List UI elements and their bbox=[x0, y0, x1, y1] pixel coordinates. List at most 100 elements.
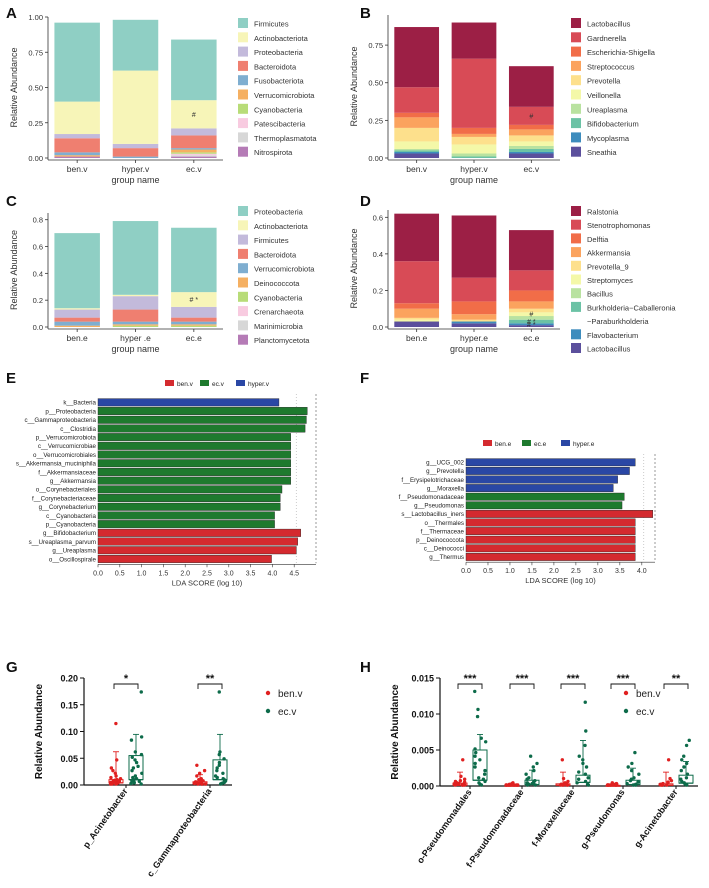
panel-letter-c: C bbox=[6, 193, 17, 210]
bar-segment-bacillus-ec-e bbox=[508, 316, 554, 320]
data-point-ec-v bbox=[575, 781, 579, 785]
bar-segment-actinobacteriota-ec-e bbox=[171, 292, 217, 307]
bar-segment-lactobacillus-ben-e bbox=[394, 321, 440, 327]
legend-label: Thermoplasmatota bbox=[254, 134, 317, 143]
data-point-ben-v bbox=[508, 783, 512, 787]
data-point-ec-v bbox=[476, 707, 480, 712]
bar-segment-proteobacteria-ec-e bbox=[171, 227, 217, 293]
data-point-ec-v bbox=[685, 772, 690, 776]
lda-bar-label: c__Verrucomicrobiae bbox=[38, 443, 97, 450]
legend-dot-ec-v bbox=[265, 708, 271, 714]
data-point-ec-v bbox=[581, 761, 585, 766]
data-point-ec-v bbox=[479, 736, 483, 740]
bar-segment-streptococcus-hyper-v bbox=[451, 133, 497, 137]
legend-swatch-patescibacteria bbox=[238, 118, 248, 129]
bar-segment-escherichia-shigella-ec-v bbox=[508, 124, 554, 130]
lda-bar-c-clostridia bbox=[97, 424, 306, 433]
x-tick-label: 1.0 bbox=[137, 570, 147, 577]
panel-letter-b: B bbox=[360, 5, 371, 22]
legend-swatch-mycoplasma bbox=[571, 132, 581, 143]
x-tick-label-ben-v: ben.v bbox=[406, 164, 428, 174]
data-point-ec-v bbox=[130, 779, 134, 783]
data-point-ben-v bbox=[504, 783, 509, 787]
y-tick-label: 0.00 bbox=[368, 154, 383, 163]
legend-label: Patescibacteria bbox=[254, 120, 306, 129]
legend-swatch-proteobacteria bbox=[238, 206, 248, 216]
y-tick-label: 0.05 bbox=[60, 754, 78, 764]
lda-bar-o-oscillospirale bbox=[97, 555, 272, 563]
lda-bar-f-thermaceae bbox=[465, 527, 636, 536]
x-tick-label: 2.5 bbox=[571, 568, 581, 575]
bar-segment-bifidobacterium-ec-v bbox=[508, 148, 554, 152]
bar-segment-bacteroidota-ben-v bbox=[54, 138, 100, 153]
data-point-ben-v bbox=[664, 783, 669, 787]
legend-swatch-crenarchaeota bbox=[238, 306, 248, 317]
lda-bar-s-ureaplasma-parvum bbox=[97, 537, 298, 546]
legend-swatch-ec-e bbox=[522, 440, 531, 446]
data-point-ec-v bbox=[129, 738, 134, 742]
data-point-ec-v bbox=[134, 760, 139, 765]
bar-segment-streptomyces-ec-e bbox=[508, 312, 554, 317]
lda-bar-label: s__Akkermansia_muciniphila bbox=[16, 461, 97, 468]
bar-segment-nitrospirota-ec-v bbox=[171, 156, 217, 158]
bar-segment-mycoplasma-ben-v bbox=[394, 151, 440, 154]
legend-swatch-ben-v bbox=[165, 380, 174, 386]
lda-bar-label: p__Cyanobacteria bbox=[46, 522, 97, 529]
legend-swatch-bacteroidota bbox=[238, 248, 248, 259]
legend-swatch-firmicutes bbox=[238, 234, 248, 245]
x-tick-label: 3.5 bbox=[246, 570, 256, 577]
x-tick-label: 2.0 bbox=[180, 570, 190, 577]
legend-label: Stenotrophomonas bbox=[587, 221, 651, 230]
legend-swatch-hyper-v bbox=[236, 380, 245, 386]
data-point-ec-v bbox=[139, 782, 143, 786]
x-category-label-o-pseudomonadales: o-Pseudomonadales bbox=[415, 787, 474, 865]
panel-b-stacked-bar-chart: 0.00 0.25 0.50 0.75 ben.v hyper.v ec.v # group n… bbox=[349, 15, 656, 185]
data-point-ben-v bbox=[114, 721, 118, 726]
legend-label: Akkermansia bbox=[587, 249, 631, 258]
data-point-ec-v bbox=[682, 765, 686, 769]
bar-segment-firmicutes-hyper-v bbox=[112, 19, 159, 71]
legend-swatch-proteobacteria bbox=[238, 46, 248, 57]
legend-label: Actinobacteriota bbox=[254, 34, 309, 43]
legend-swatch-marinimicrobia bbox=[238, 320, 248, 331]
legend-label: Firmicutes bbox=[254, 236, 289, 245]
significance-stars: *** bbox=[617, 673, 631, 685]
lda-bar-f-akkermansiaceae bbox=[97, 468, 291, 476]
legend-swatch-bacillus bbox=[571, 288, 581, 299]
y-axis-title: Relative Abundance bbox=[9, 230, 19, 310]
legend-label: Nitrospirota bbox=[254, 148, 293, 157]
bar-segment-verrucomicrobiota-hyper-e bbox=[112, 321, 159, 325]
x-category-label-f-moraxellaceae: f-Moraxellaceae bbox=[530, 787, 577, 848]
y-axis-title: Relative Abundance bbox=[9, 47, 19, 127]
y-tick-label: 0.6 bbox=[33, 243, 43, 252]
legend-swatch-deinococcota bbox=[238, 277, 248, 288]
data-point-ben-v bbox=[460, 783, 465, 787]
bar-segment-cyanobacteria-hyper-e bbox=[112, 325, 159, 327]
legend-swatch-stenotrophomonas bbox=[571, 219, 581, 230]
y-tick-label: 0.75 bbox=[28, 48, 43, 57]
y-tick-label: 0.20 bbox=[60, 674, 78, 684]
bar-segment-lactobacillus-ec-e bbox=[508, 325, 554, 327]
data-point-ec-v bbox=[687, 738, 691, 743]
data-point-ec-v bbox=[577, 754, 581, 758]
data-point-ec-v bbox=[633, 750, 637, 755]
lda-bar-label: p__Proteobacteria bbox=[45, 408, 96, 415]
bar-segment-prevotella-ec-v bbox=[508, 135, 554, 142]
x-category-label-c-gammaproteobacteria: c_Gammaproteobacteria bbox=[145, 786, 214, 879]
legend-dot-ben-v bbox=[623, 690, 629, 696]
data-point-ben-v bbox=[666, 780, 670, 784]
data-point-ec-v bbox=[636, 780, 640, 784]
bar-segment-deinococcota-ben-e bbox=[54, 325, 100, 327]
data-point-ec-v bbox=[217, 752, 221, 757]
bar-segment-actinobacteriota-hyper-v bbox=[112, 70, 159, 144]
panel-h-dot-plot: 0.000 0.005 0.010 0.015 Relative Abundance **… bbox=[390, 673, 698, 869]
lda-bar-o-verrucomicrobiales bbox=[97, 450, 291, 459]
x-axis-title: group name bbox=[450, 175, 498, 185]
legend-label: ben.v bbox=[177, 381, 194, 388]
significance-bracket bbox=[509, 683, 535, 689]
legend-label: Escherichia-Shigella bbox=[587, 48, 656, 57]
x-axis-title: group name bbox=[450, 344, 498, 354]
legend-swatch-veillonella bbox=[571, 89, 581, 100]
legend-swatch-bifidobacterium bbox=[571, 118, 581, 129]
